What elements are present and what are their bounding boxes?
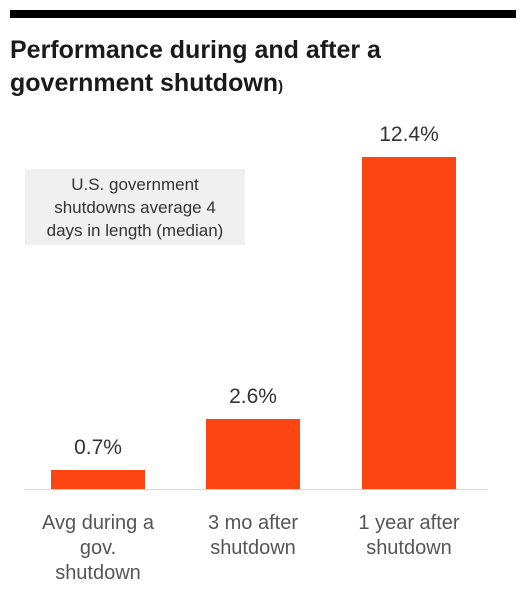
annotation-line-2: shutdowns average 4: [54, 198, 216, 217]
title-line-2: government shutdown): [10, 67, 516, 103]
value-label-2: 2.6%: [229, 385, 277, 409]
value-label-1: 0.7%: [74, 436, 122, 460]
top-rule: [10, 10, 516, 18]
x-axis-baseline: [24, 489, 488, 490]
category-label-2: 3 mo after shutdown: [178, 511, 328, 561]
annotation-box: U.S. government shutdowns average 4 days…: [25, 169, 245, 245]
title-suffix: ): [278, 78, 284, 95]
value-label-3: 12.4%: [379, 123, 439, 146]
category-label-1-line-3: shutdown: [55, 562, 141, 584]
category-label-3-line-1: 1 year after: [358, 512, 460, 534]
category-label-2-line-2: shutdown: [210, 537, 296, 559]
category-label-3-line-2: shutdown: [366, 537, 452, 559]
chart-title: Performance during and after a governmen…: [10, 34, 516, 103]
category-label-1: Avg during a gov. shutdown: [23, 511, 173, 586]
category-label-1-line-2: gov.: [79, 537, 117, 559]
annotation-line-1: U.S. government: [71, 175, 199, 194]
bar-3: [362, 157, 456, 489]
category-label-3: 1 year after shutdown: [334, 511, 484, 561]
bar-1: [51, 470, 145, 489]
category-label-2-line-1: 3 mo after: [207, 512, 299, 534]
title-line-1: Performance during and after a: [10, 36, 381, 64]
annotation-line-3: days in length (median): [46, 221, 224, 240]
bar-2: [206, 419, 300, 489]
title-line-2-text: government shutdown: [10, 69, 279, 97]
category-label-1-line-1: Avg during a: [42, 512, 154, 534]
